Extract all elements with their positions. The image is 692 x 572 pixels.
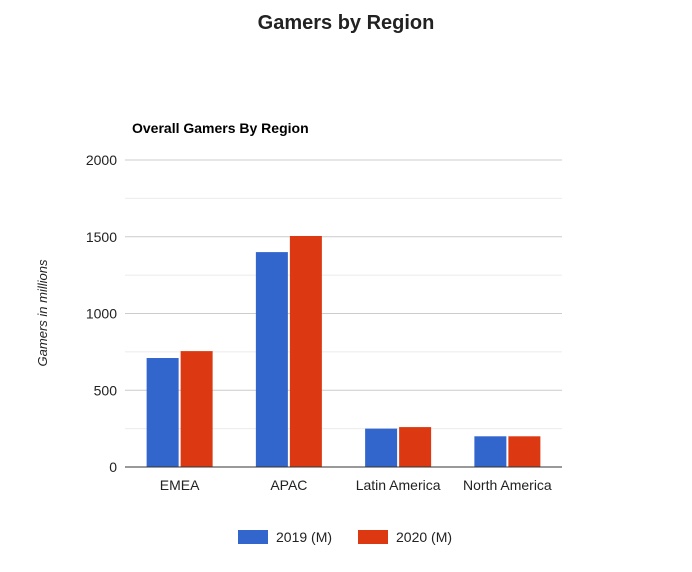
x-tick-label: Latin America	[356, 477, 441, 493]
y-tick-label: 1500	[86, 229, 117, 245]
legend[interactable]: 2019 (M) 2020 (M)	[238, 529, 452, 545]
y-tick-label: 1000	[86, 306, 117, 322]
bar-emea-2[interactable]	[180, 351, 213, 467]
x-tick-label: EMEA	[160, 477, 200, 493]
legend-label: 2019 (M)	[276, 529, 332, 545]
y-axis-label: Gamers in millions	[35, 259, 50, 366]
bar-north-america-1[interactable]	[474, 436, 507, 467]
legend-item[interactable]: 2019 (M)	[238, 529, 332, 545]
y-tick-label: 0	[109, 459, 117, 475]
x-tick-labels: EMEA APAC Latin America North America	[160, 477, 552, 493]
x-tick-label: APAC	[270, 477, 307, 493]
bar-north-america-2[interactable]	[508, 436, 541, 467]
bars	[146, 235, 541, 467]
y-tick-label: 500	[94, 382, 118, 398]
bar-emea-1[interactable]	[146, 358, 179, 467]
gridlines	[125, 159, 562, 430]
legend-swatch	[358, 530, 388, 544]
legend-item[interactable]: 2020 (M)	[358, 529, 452, 545]
y-tick-label: 2000	[86, 152, 117, 168]
bar-latin-america-1[interactable]	[365, 428, 398, 467]
y-tick-labels: 0 500 1000 1500 2000	[86, 152, 117, 475]
bar-apac-2[interactable]	[289, 235, 322, 467]
x-tick-label: North America	[463, 477, 552, 493]
legend-label: 2020 (M)	[396, 529, 452, 545]
legend-swatch	[238, 530, 268, 544]
page-title: Gamers by Region	[257, 12, 435, 34]
bar-apac-1[interactable]	[255, 252, 288, 467]
chart-title: Overall Gamers By Region	[132, 120, 309, 136]
bar-latin-america-2[interactable]	[399, 427, 432, 467]
